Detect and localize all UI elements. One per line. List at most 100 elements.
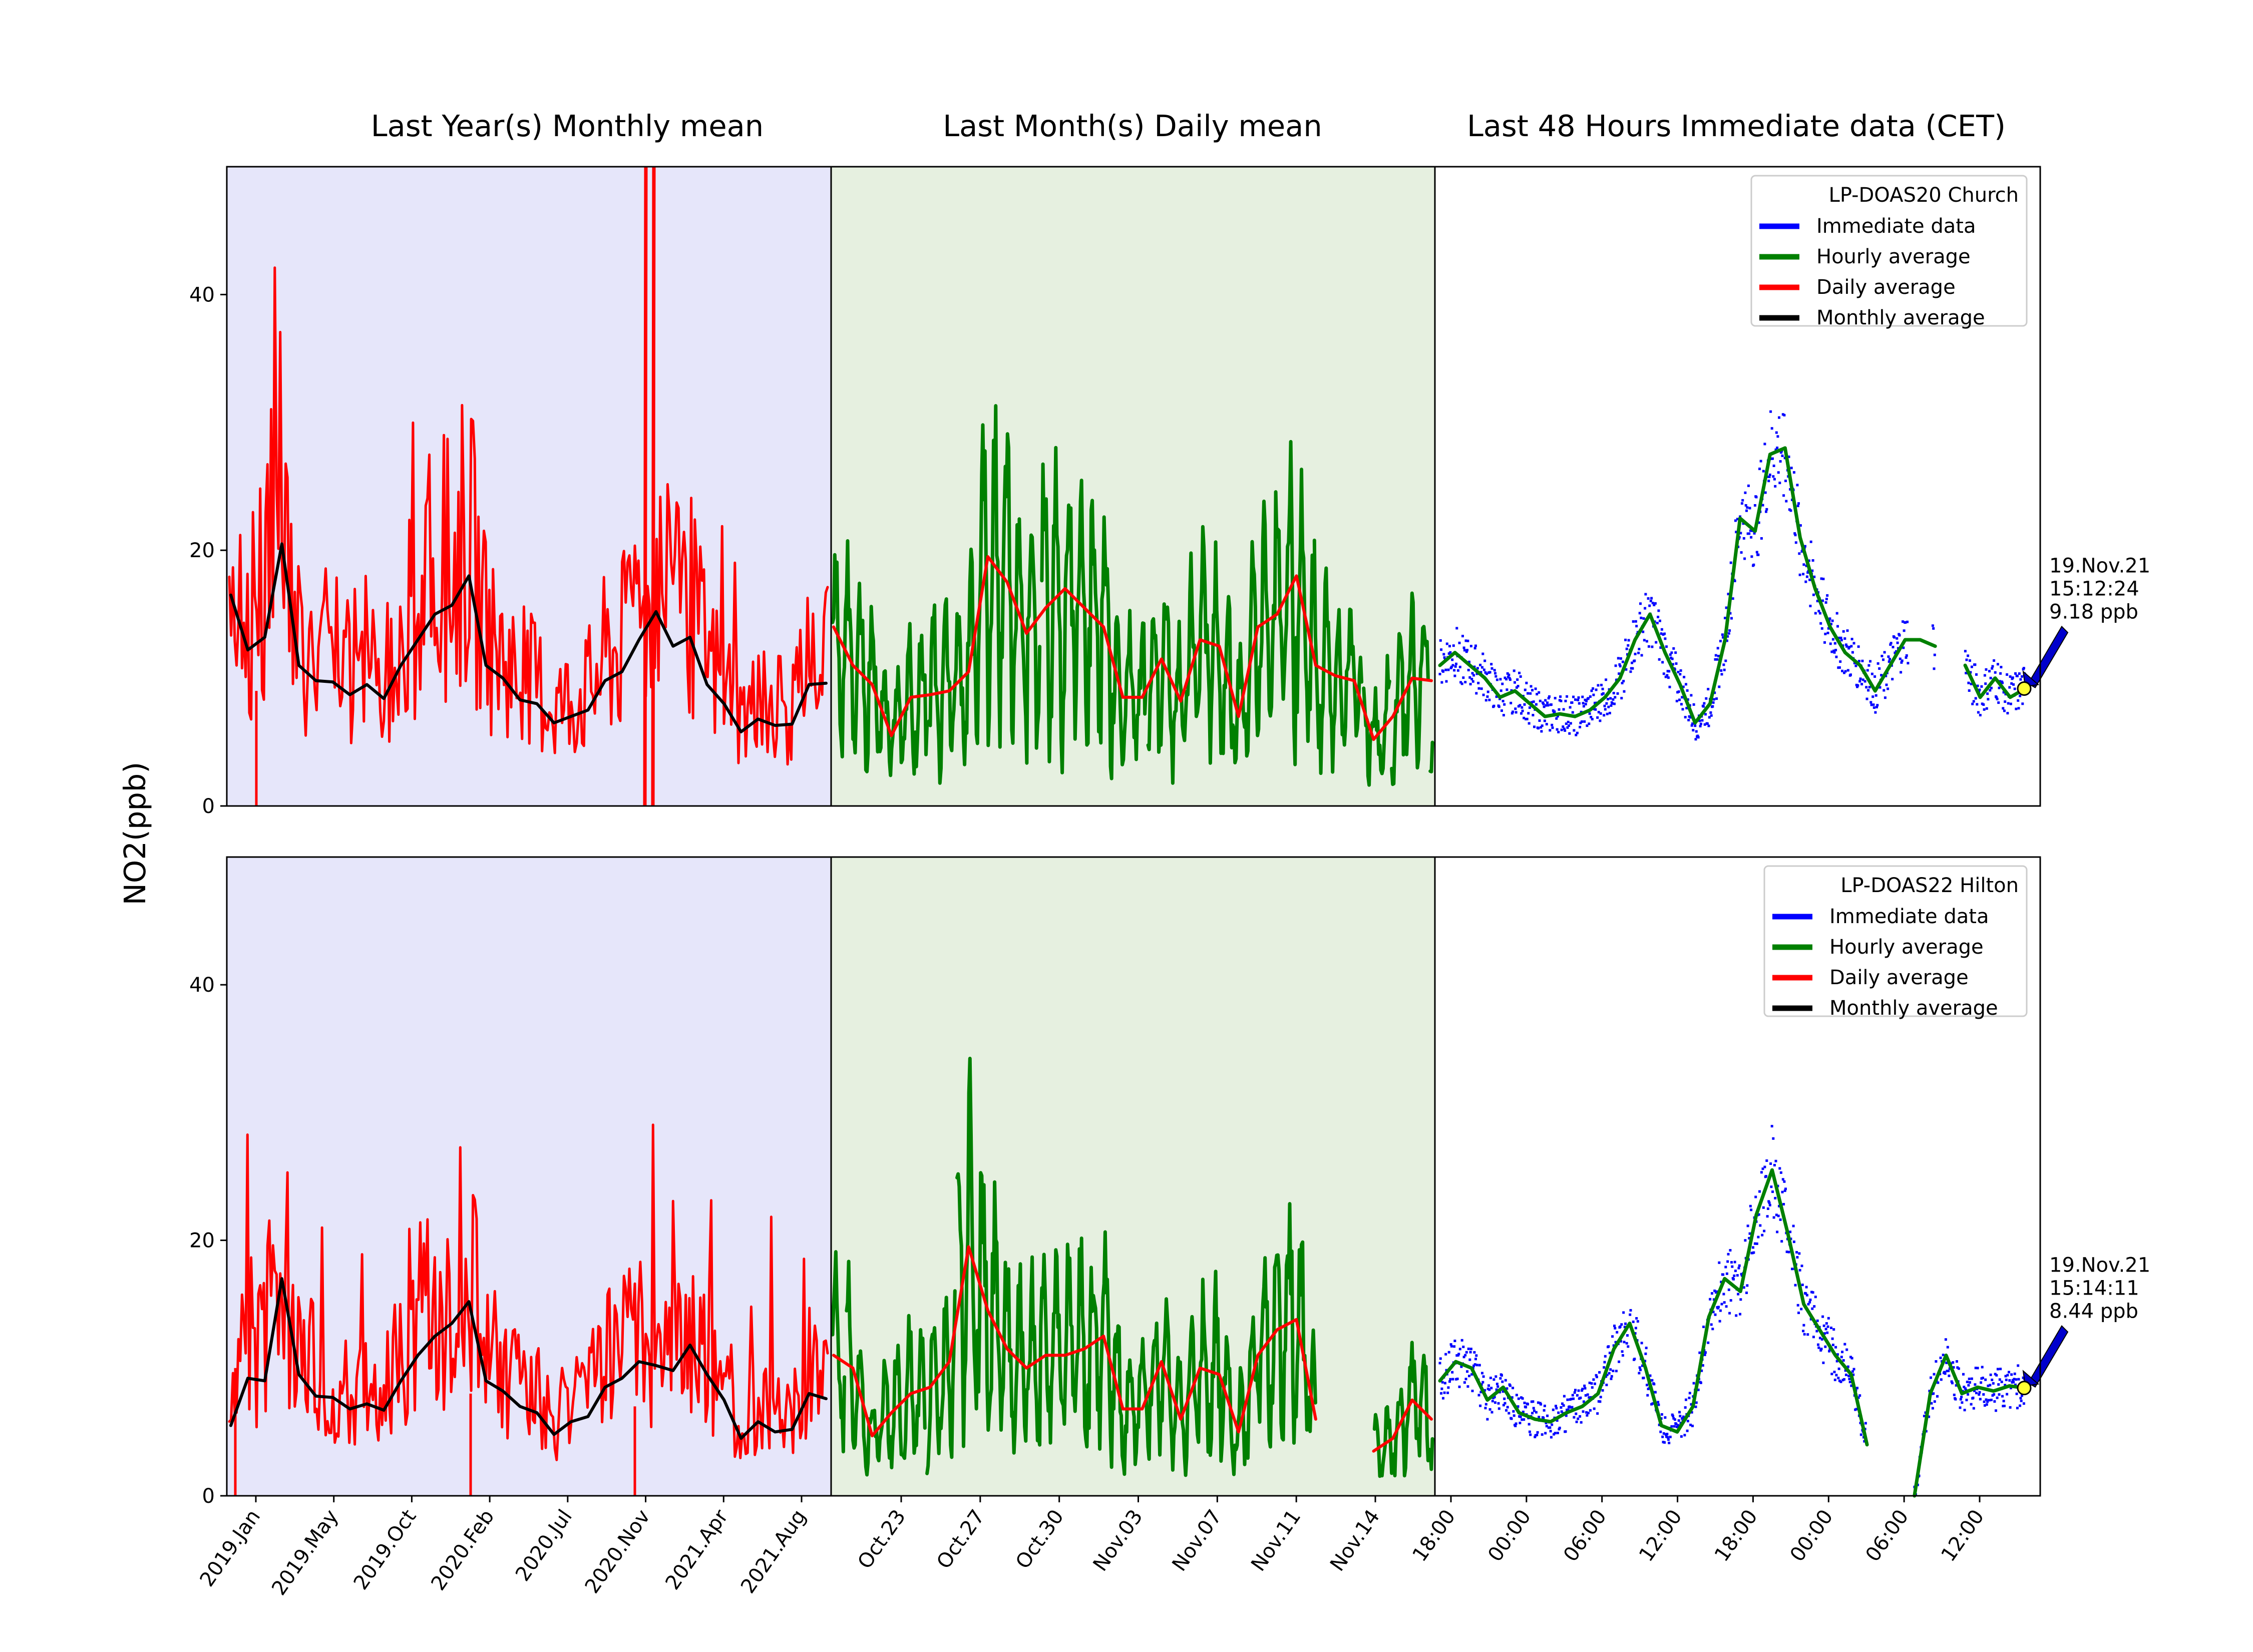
immediate-data-point [1697, 736, 1700, 739]
immediate-data-point [1520, 712, 1523, 715]
immediate-data-point [1734, 519, 1737, 522]
immediate-data-point [1593, 707, 1596, 710]
immediate-data-point [1449, 1343, 1452, 1346]
immediate-data-point [1546, 701, 1549, 704]
immediate-data-point [1824, 632, 1827, 635]
immediate-data-point [1469, 645, 1472, 648]
immediate-data-point [1494, 675, 1497, 678]
immediate-data-point [1523, 716, 1526, 719]
immediate-data-point [1566, 1398, 1569, 1401]
immediate-data-point [1545, 1422, 1548, 1424]
immediate-data-point [1720, 673, 1723, 676]
immediate-data-point [1592, 693, 1595, 696]
immediate-data-point [1834, 649, 1837, 652]
immediate-data-point [1752, 1251, 1755, 1254]
immediate-data-point [1488, 671, 1491, 674]
x-tick-label-daily: Nov.11 [1247, 1505, 1305, 1575]
immediate-data-point [1992, 1382, 1995, 1385]
immediate-data-point [1787, 456, 1790, 458]
immediate-data-point [1548, 695, 1551, 698]
immediate-data-point [1817, 1343, 1819, 1346]
x-tick-label-immediate: 12:00 [1937, 1505, 1989, 1566]
immediate-data-point [1974, 663, 1977, 666]
immediate-data-point [1983, 674, 1986, 677]
immediate-data-point [1597, 684, 1600, 687]
immediate-data-point [1634, 1327, 1637, 1330]
immediate-data-point [1995, 696, 1998, 699]
immediate-data-point [1677, 671, 1680, 673]
immediate-data-point [1638, 648, 1641, 651]
immediate-data-point [2009, 1387, 2012, 1390]
immediate-data-point [1464, 681, 1467, 684]
immediate-data-point [1545, 704, 1548, 707]
immediate-data-point [1551, 726, 1554, 729]
immediate-data-point [1530, 1400, 1533, 1403]
immediate-data-point [1982, 1377, 1984, 1379]
immediate-data-point [1985, 668, 1988, 671]
immediate-data-point [1571, 711, 1574, 714]
immediate-data-point [1998, 1393, 2001, 1396]
immediate-data-point [1999, 672, 2002, 675]
immediate-data-point [1712, 1311, 1715, 1314]
x-tick-label-daily: Nov.03 [1089, 1505, 1148, 1575]
immediate-data-point [1776, 435, 1779, 438]
immediate-data-point [1778, 416, 1780, 419]
daily-average-series [832, 1245, 1433, 1453]
immediate-data-point [1588, 1396, 1591, 1399]
immediate-data-point [1677, 1419, 1680, 1422]
immediate-data-point [1469, 683, 1472, 686]
immediate-data-point [1993, 659, 1996, 662]
immediate-data-point [1648, 604, 1651, 607]
immediate-data-point [1782, 1203, 1785, 1205]
immediate-data-point [1740, 502, 1743, 505]
immediate-data-point [1967, 1384, 1970, 1387]
latest-reading-date: 19.Nov.21 [2049, 555, 2150, 578]
immediate-data-point [1450, 665, 1453, 668]
immediate-data-point [1638, 612, 1641, 615]
immediate-data-point [1670, 1425, 1673, 1428]
immediate-data-point [2006, 712, 2009, 715]
immediate-data-point [1702, 705, 1705, 708]
immediate-data-point [1483, 659, 1486, 662]
immediate-data-point [1854, 1408, 1857, 1411]
title-monthly: Last Year(s) Monthly mean [371, 109, 764, 143]
immediate-data-point [1584, 1394, 1587, 1397]
immediate-data-point [1642, 630, 1645, 633]
immediate-data-point [1752, 1246, 1754, 1249]
immediate-data-point [1779, 1218, 1782, 1221]
immediate-data-point [1996, 1368, 1999, 1371]
immediate-data-point [2017, 699, 2020, 702]
immediate-data-point [1608, 1372, 1611, 1375]
immediate-data-point [1479, 663, 1482, 666]
immediate-data-point [1609, 697, 1612, 700]
immediate-data-point [1670, 656, 1673, 659]
immediate-data-point [2015, 1378, 2018, 1381]
immediate-data-point [1627, 644, 1630, 647]
immediate-data-point [1536, 1434, 1539, 1436]
immediate-data-point [1546, 1414, 1549, 1417]
immediate-data-point [1687, 718, 1690, 721]
immediate-data-point [1649, 1374, 1652, 1377]
immediate-data-point [1619, 1325, 1622, 1328]
immediate-data-point [1804, 1292, 1807, 1295]
immediate-data-point [1831, 638, 1834, 641]
immediate-data-point [1760, 537, 1763, 540]
immediate-data-point [1440, 648, 1443, 651]
immediate-data-point [1844, 670, 1847, 673]
immediate-data-point [1638, 1366, 1641, 1369]
immediate-data-point [1826, 1325, 1829, 1328]
immediate-data-point [1771, 457, 1774, 460]
immediate-data-point [1705, 697, 1708, 700]
immediate-data-point [1497, 1407, 1500, 1410]
immediate-data-point [1983, 1400, 1986, 1403]
immediate-data-point [1563, 1395, 1566, 1398]
immediate-data-point [1550, 703, 1553, 706]
immediate-data-point [1508, 1412, 1511, 1415]
immediate-data-point [1451, 658, 1454, 661]
immediate-data-point [1536, 1431, 1539, 1434]
immediate-data-point [2009, 1406, 2012, 1409]
immediate-data-point [1852, 642, 1855, 645]
immediate-data-point [1869, 701, 1872, 704]
immediate-data-point [1747, 484, 1750, 487]
